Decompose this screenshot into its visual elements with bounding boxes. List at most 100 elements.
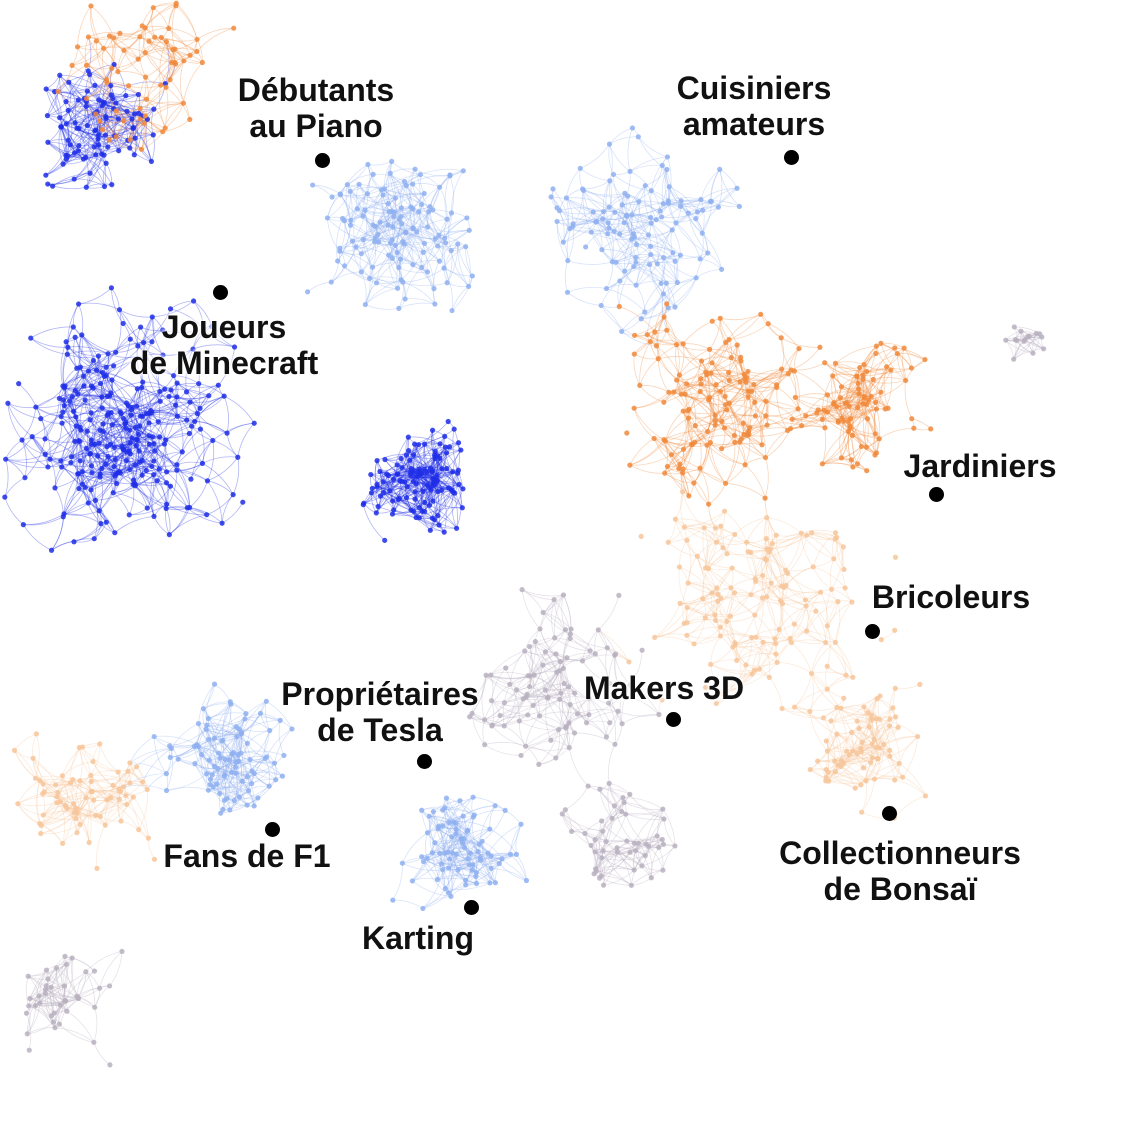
network-edge [831,588,853,603]
network-edge [359,253,362,273]
network-edge [96,369,138,390]
network-edge [91,413,122,441]
network-edge [98,118,133,136]
network-edge [61,126,99,140]
network-edge [567,292,602,306]
network-edge [441,489,447,533]
network-edge [176,461,203,466]
network-edge [132,128,152,162]
network-edge [414,444,434,480]
network-edge [94,423,126,445]
network-edge [95,147,130,156]
network-edge [162,328,204,333]
network-edge [81,446,108,472]
network-edge [106,108,115,148]
network-edge [202,456,238,464]
network-edge [232,457,240,495]
network-edge [148,419,187,425]
network-edge [376,460,385,493]
network-edge [126,460,154,476]
network-edge [176,440,213,465]
network-edge [99,120,120,151]
network-edge [367,161,392,166]
network-edge [142,460,167,483]
network-edge [31,436,49,468]
network-edge [68,82,98,112]
network-edge [791,639,826,643]
network-edge [145,119,152,162]
network-edge [59,74,96,86]
network-edge [451,492,457,529]
network-edge [609,136,639,145]
network-edge [129,443,165,470]
network-edge [230,703,247,714]
network-edge [129,401,161,431]
network-edge [429,504,457,529]
network-edge [383,492,412,511]
network-edge [418,474,430,506]
network-edge [398,302,435,309]
network-edge [79,441,101,478]
network-edge [393,436,409,480]
network-edge [4,459,9,498]
network-edge [73,521,107,543]
network-edge [129,469,167,474]
network-edge [121,443,165,449]
network-edge [168,396,201,409]
network-edge [106,118,136,139]
network-edge [64,360,94,387]
network-edge [148,435,178,466]
network-edge [765,408,799,417]
network-edge [40,410,74,419]
network-edge [430,493,456,531]
network-edge [141,436,160,476]
network-edge [110,412,133,439]
network-edge [5,436,33,460]
network-edge [444,174,451,220]
network-edge [794,688,828,708]
network-edge [90,412,124,420]
network-edge [173,348,194,376]
network-edge [377,506,423,513]
network-edge [101,365,114,397]
network-edge [78,475,116,489]
network-edge [724,510,748,543]
network-edge [629,171,652,191]
network-edge [432,470,464,490]
network-edge [100,376,105,409]
network-edge [697,555,733,569]
network-edge [765,400,802,426]
network-edge [88,502,116,533]
network-edge [61,466,89,504]
network-edge [101,396,132,416]
network-edge [192,348,200,384]
network-edge [83,351,116,377]
network-edge [74,122,103,155]
network-edge [77,473,116,479]
network-edge [825,666,828,690]
network-edge [150,401,191,412]
network-edge [600,280,621,306]
network-edge [189,480,208,508]
network-edge [164,41,170,84]
network-edge [667,156,672,201]
network-edge [337,260,370,279]
network-edge [202,463,234,495]
network-edge [196,384,219,414]
network-edge [307,281,332,293]
network-edge [62,138,99,165]
network-edge [98,475,116,511]
network-edge [606,288,646,313]
network-edge [93,500,99,539]
network-edge [54,91,63,128]
network-edge [67,346,107,368]
network-edge [767,323,782,339]
network-edge [448,882,490,894]
network-edge [384,459,419,472]
network-edge [58,126,64,165]
network-edge [170,388,209,397]
network-edge [606,261,613,289]
network-edge [185,348,194,393]
network-edge [80,429,111,445]
